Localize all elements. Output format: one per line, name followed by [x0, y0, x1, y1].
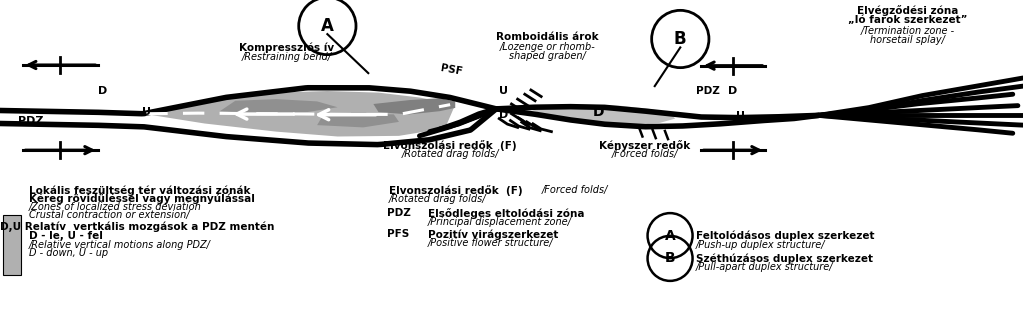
Text: A: A	[321, 17, 333, 35]
Polygon shape	[220, 99, 338, 114]
Text: Kéreg rövidüléssel vagy megnyúlással: Kéreg rövidüléssel vagy megnyúlással	[29, 193, 255, 204]
Text: PFS: PFS	[387, 229, 409, 239]
Text: D,U Relatív  vertkális mozgások a PDZ mentén: D,U Relatív vertkális mozgások a PDZ men…	[0, 222, 274, 232]
Text: U: U	[142, 107, 150, 117]
Text: horsetail splay/: horsetail splay/	[870, 35, 945, 45]
Polygon shape	[143, 91, 455, 136]
Text: B: B	[665, 251, 675, 266]
Text: Elvonszolási redők  (F): Elvonszolási redők (F)	[389, 185, 523, 196]
Text: Romboidális árok: Romboidális árok	[496, 32, 598, 43]
Text: PSF: PSF	[440, 63, 463, 77]
Polygon shape	[373, 98, 455, 114]
Text: PDZ: PDZ	[696, 86, 719, 96]
Text: /Zones of localized stress deviation: /Zones of localized stress deviation	[29, 202, 202, 212]
Text: /Relative vertical motions along PDZ/: /Relative vertical motions along PDZ/	[29, 240, 211, 250]
Text: B: B	[674, 30, 686, 48]
Polygon shape	[532, 105, 675, 126]
Text: Pozitív virágszerkezet: Pozitív virágszerkezet	[428, 229, 558, 240]
Text: Elvonszolási redők  (F): Elvonszolási redők (F)	[384, 140, 517, 151]
Text: Crustal contraction or extension/: Crustal contraction or extension/	[29, 210, 189, 220]
Text: /Restraining bend/: /Restraining bend/	[241, 52, 331, 62]
Text: A: A	[665, 228, 675, 243]
Text: Elvégződési zóna: Elvégződési zóna	[856, 5, 959, 16]
Text: /Positive flower structure/: /Positive flower structure/	[428, 238, 553, 248]
Text: /Pull-apart duplex structure/: /Pull-apart duplex structure/	[696, 262, 833, 272]
Text: /Push-up duplex structure/: /Push-up duplex structure/	[696, 240, 826, 250]
Text: PDZ: PDZ	[387, 208, 410, 218]
Polygon shape	[317, 114, 399, 127]
Text: U: U	[737, 111, 745, 121]
Text: D: D	[97, 86, 107, 96]
Text: D: D	[592, 105, 605, 119]
Text: /Forced folds/: /Forced folds/	[542, 185, 609, 195]
Text: Széthúzásos duplex szerkezet: Széthúzásos duplex szerkezet	[696, 254, 873, 264]
Text: /Termination zone -: /Termination zone -	[860, 26, 954, 36]
Text: Feltolódásos duplex szerkezet: Feltolódásos duplex szerkezet	[696, 231, 874, 241]
Text: Lokális feszültség tér változási zónák: Lokális feszültség tér változási zónák	[29, 185, 251, 196]
Text: shaped graben/: shaped graben/	[508, 51, 586, 61]
Text: /Forced folds/: /Forced folds/	[612, 149, 677, 159]
Text: PDZ: PDZ	[18, 116, 44, 126]
Text: /Rotated drag folds/: /Rotated drag folds/	[389, 194, 486, 204]
Text: „ló farok szerkezet”: „ló farok szerkezet”	[848, 15, 967, 25]
Text: D: D	[727, 86, 738, 96]
Bar	[3, 214, 21, 275]
Text: /Principal displacement zone/: /Principal displacement zone/	[428, 217, 572, 227]
Text: D: D	[498, 110, 508, 120]
Text: Kényszer redők: Kényszer redők	[598, 140, 691, 151]
Text: U: U	[499, 86, 507, 96]
Text: D - le, U - fel: D - le, U - fel	[29, 231, 102, 241]
Text: /Lozenge or rhomb-: /Lozenge or rhomb-	[499, 42, 595, 52]
Text: D - down, U - up: D - down, U - up	[29, 248, 107, 258]
Text: /Rotated drag folds/: /Rotated drag folds/	[401, 149, 499, 159]
Text: Elsődleges eltolódási zóna: Elsődleges eltolódási zóna	[428, 208, 584, 219]
Text: Kompressziós ív: Kompressziós ív	[239, 42, 333, 53]
